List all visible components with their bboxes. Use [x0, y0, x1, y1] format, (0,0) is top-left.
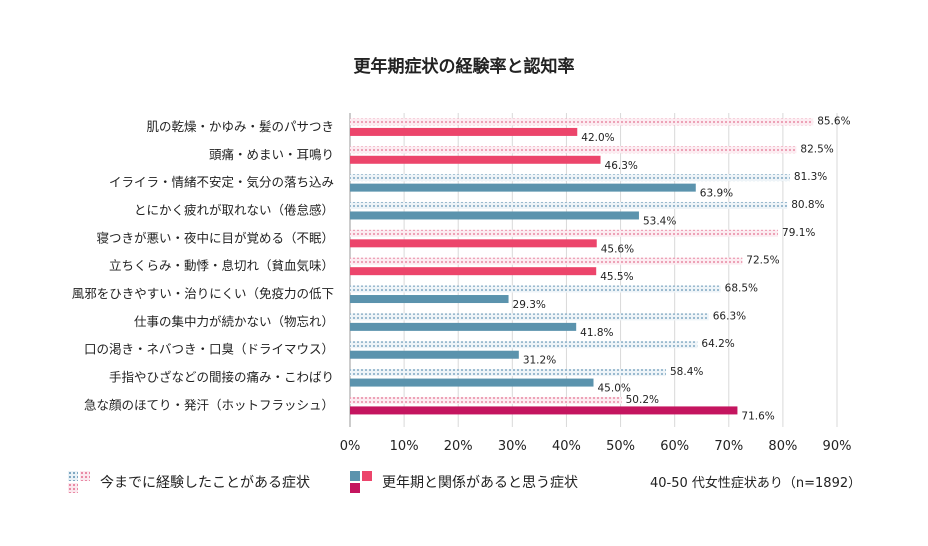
data-label-related: 45.5% — [600, 271, 633, 283]
x-tick-label: 70% — [714, 439, 743, 454]
category-label: 寝つきが悪い・夜中に目が覚める（不眠） — [96, 230, 334, 245]
bar-experienced — [350, 257, 743, 265]
category-label: イライラ・情緒不安定・気分の落ち込み — [109, 175, 334, 190]
bar-experienced — [350, 369, 667, 377]
x-tick-label: 80% — [768, 439, 797, 454]
bar-related — [350, 183, 696, 192]
data-label-related: 63.9% — [700, 188, 733, 200]
legend-series1-swatch — [68, 471, 90, 493]
x-tick-label: 90% — [823, 439, 852, 454]
x-tick-label: 50% — [606, 439, 635, 454]
data-label-related: 71.6% — [741, 410, 774, 422]
category-label: とにかく疲れが取れない（倦怠感） — [134, 202, 334, 217]
bar-experienced — [350, 174, 790, 182]
sample-note: 40-50 代女性症状あり（n=1892） — [650, 476, 862, 491]
data-label-experienced: 80.8% — [791, 199, 824, 211]
category-label: 手指やひざなどの間接の痛み・こわばり — [109, 370, 334, 385]
bar-experienced — [350, 285, 721, 293]
data-label-experienced: 72.5% — [746, 255, 779, 267]
data-label-related: 41.8% — [580, 327, 613, 339]
bar-related — [350, 155, 601, 164]
bar-experienced — [350, 341, 698, 349]
data-label-experienced: 68.5% — [725, 283, 758, 295]
data-label-related: 29.3% — [513, 299, 546, 311]
bar-related — [350, 239, 597, 248]
data-label-experienced: 64.2% — [701, 338, 734, 350]
data-label-related: 46.3% — [605, 160, 638, 172]
data-label-experienced: 85.6% — [817, 115, 850, 127]
x-tick-label: 10% — [390, 439, 419, 454]
bar-related — [350, 267, 597, 276]
x-tick-label: 60% — [660, 439, 689, 454]
data-label-experienced: 82.5% — [800, 143, 833, 155]
bar-related — [350, 211, 639, 220]
data-label-experienced: 66.3% — [713, 310, 746, 322]
data-label-experienced: 79.1% — [782, 227, 815, 239]
legend-series1: 今までに経験したことがある症状 — [68, 462, 310, 502]
bar-related — [350, 406, 738, 415]
bar-experienced — [350, 396, 622, 404]
bar-experienced — [350, 313, 709, 321]
category-label: 肌の乾燥・かゆみ・髪のパサつき — [146, 119, 334, 134]
bar-related — [350, 322, 577, 331]
x-tick-label: 20% — [444, 439, 473, 454]
data-label-related: 42.0% — [581, 132, 614, 144]
category-label: 頭痛・めまい・耳鳴り — [209, 147, 334, 162]
legend-series1-label: 今までに経験したことがある症状 — [100, 475, 310, 491]
category-label: 急な顔のほてり・発汗（ホットフラッシュ） — [84, 397, 334, 412]
data-label-related: 45.6% — [601, 243, 634, 255]
x-tick-label: 30% — [498, 439, 527, 454]
bar-related — [350, 127, 578, 136]
bar-experienced — [350, 146, 797, 154]
category-label: 口の渇き・ネバつき・口臭（ドライマウス） — [84, 342, 334, 357]
legend-series2-label: 更年期と関係があると思う症状 — [382, 475, 578, 491]
data-label-experienced: 58.4% — [670, 366, 703, 378]
data-label-experienced: 81.3% — [794, 171, 827, 183]
x-tick-label: 0% — [340, 439, 361, 454]
category-label: 風邪をひきやすい・治りにくい（免疫力の低下 — [72, 286, 334, 301]
bar-experienced — [350, 118, 814, 126]
chart-title: 更年期症状の経験率と認知率 — [353, 57, 575, 77]
legend-series2-swatch — [350, 471, 372, 493]
legend-series2: 更年期と関係があると思う症状 — [350, 462, 578, 502]
x-tick-label: 40% — [552, 439, 581, 454]
category-label: 仕事の集中力が続かない（物忘れ） — [134, 314, 334, 329]
data-label-related: 45.0% — [598, 383, 631, 395]
data-label-experienced: 50.2% — [626, 394, 659, 406]
category-label: 立ちくらみ・動悸・息切れ（貧血気味） — [109, 258, 334, 273]
bar-related — [350, 350, 519, 359]
bar-experienced — [350, 229, 779, 237]
bar-experienced — [350, 201, 788, 209]
bar-related — [350, 378, 594, 387]
data-label-related: 53.4% — [643, 215, 676, 227]
data-label-related: 31.2% — [523, 355, 556, 367]
bar-related — [350, 295, 509, 304]
